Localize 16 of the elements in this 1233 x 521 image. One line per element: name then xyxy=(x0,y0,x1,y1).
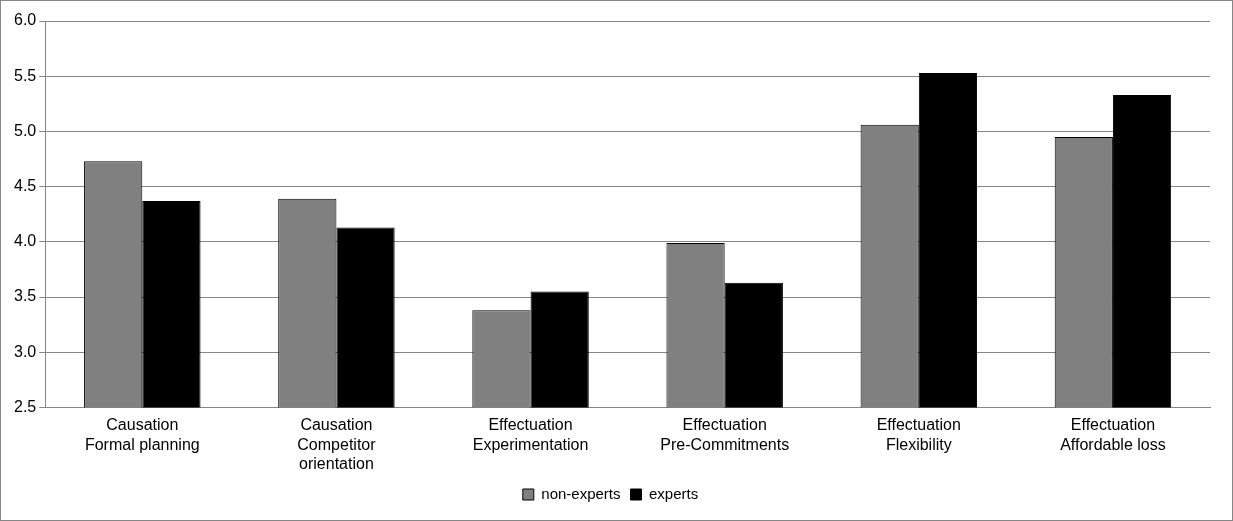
x-tick-label: Causation Competitor orientation xyxy=(297,416,377,472)
x-tick-label: Causation Formal planning xyxy=(84,416,200,453)
y-tick-label: 3.0 xyxy=(13,342,37,360)
y-tick-label: 5.5 xyxy=(13,66,37,84)
y-tick-label: 6.0 xyxy=(13,11,37,29)
legend-label: experts xyxy=(649,484,699,502)
x-tick-label: Effectuation Experimentation xyxy=(472,416,589,453)
y-tick-label: 4.5 xyxy=(13,177,37,195)
y-tick-label: 5.0 xyxy=(13,121,37,139)
legend-label: non-experts xyxy=(541,484,621,502)
x-tick-label: Effectuation Flexibility xyxy=(876,416,961,453)
x-tick-label: Effectuation Affordable loss xyxy=(1060,416,1166,453)
y-tick-label: 2.5 xyxy=(13,397,37,415)
y-tick-label: 4.0 xyxy=(13,232,37,250)
y-tick-label: 3.5 xyxy=(13,287,37,305)
x-tick-label: Effectuation Pre-Commitments xyxy=(660,416,790,453)
